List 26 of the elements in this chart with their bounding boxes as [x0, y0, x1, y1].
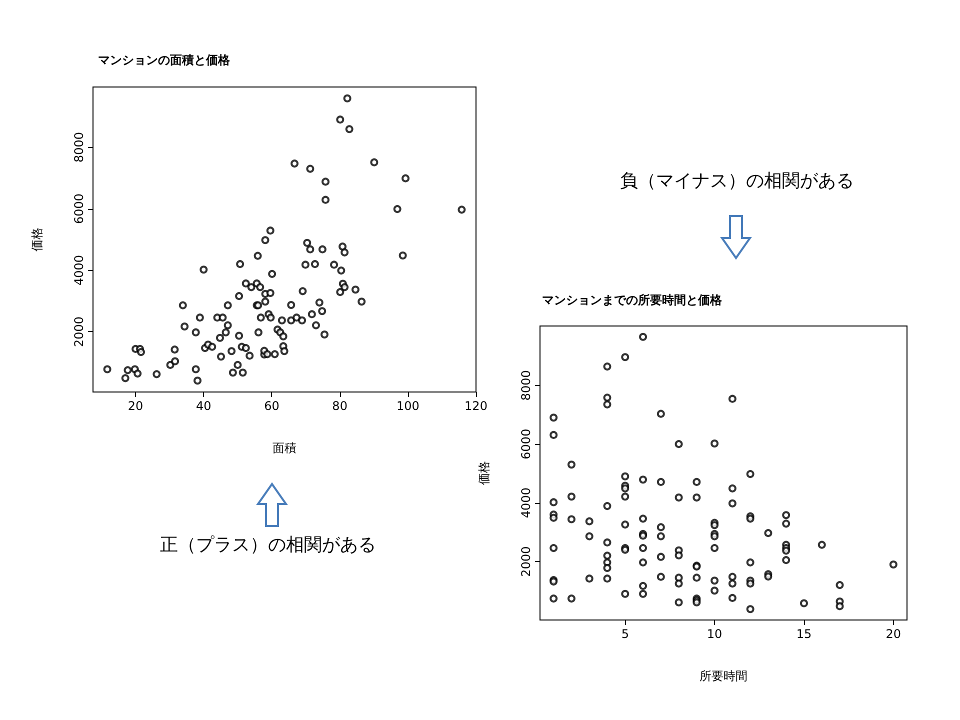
x-tick-label: 80: [332, 399, 348, 413]
y-tick-label: 8000: [519, 370, 533, 401]
x-tick-label: 15: [796, 627, 812, 641]
y-tick-label: 6000: [519, 428, 533, 460]
text: 負（マイナス）の相関がある: [620, 170, 854, 192]
x-tick-label: 100: [396, 399, 420, 413]
x-tick-label: 40: [196, 399, 212, 413]
x-tick-label: 60: [264, 399, 280, 413]
y-tick-label: 2000: [72, 316, 86, 348]
chart-title: マンションの面積と価格: [98, 53, 231, 67]
x-tick-label: 20: [128, 399, 144, 413]
x-tick-label: 10: [706, 627, 722, 641]
chart-title: マンションまでの所要時間と価格: [542, 293, 723, 307]
y-tick-label: 4000: [519, 488, 533, 518]
x-axis-title: 面積: [272, 441, 296, 455]
x-tick-label: 120: [464, 399, 488, 413]
y-tick-label: 4000: [72, 254, 86, 286]
y-tick-label: 6000: [72, 193, 86, 224]
y-tick-label: 8000: [72, 132, 86, 163]
y-axis-title: 価格: [477, 461, 491, 485]
x-tick-label: 5: [621, 627, 629, 641]
x-axis-title: 所要時間: [700, 669, 748, 683]
text: 正（プラス）の相関がある: [160, 534, 376, 556]
y-tick-label: 2000: [519, 546, 533, 577]
x-tick-label: 20: [886, 627, 902, 641]
y-axis-title: 価格: [30, 228, 44, 252]
